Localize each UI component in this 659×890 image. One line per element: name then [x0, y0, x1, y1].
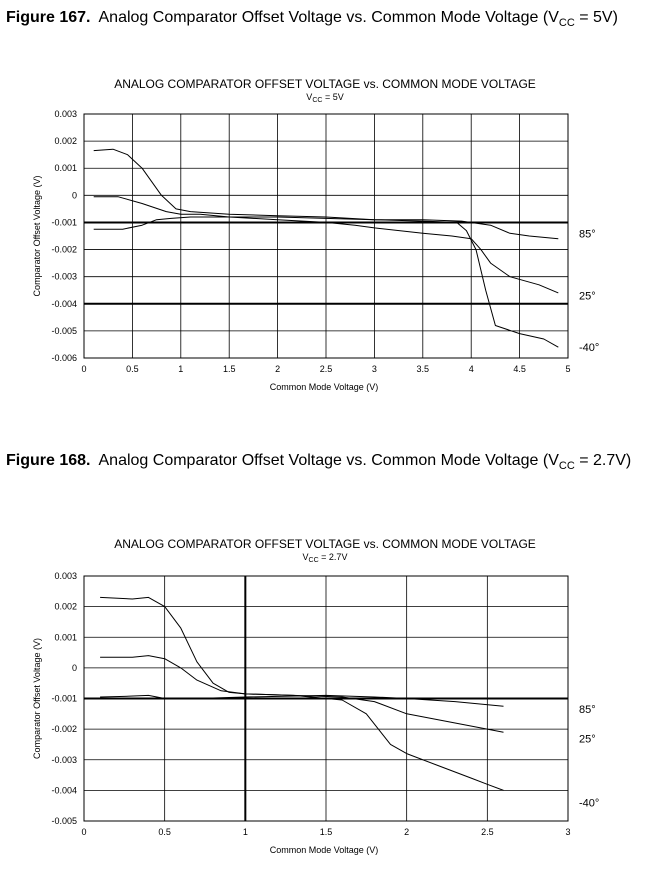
y-tick-label: -0.001 [51, 694, 77, 704]
chart-title: ANALOG COMPARATOR OFFSET VOLTAGE vs. COM… [114, 537, 536, 551]
y-tick-label: 0.002 [54, 602, 77, 612]
y-tick-label: -0.002 [51, 724, 77, 734]
caption-text: Analog Comparator Offset Voltage vs. Com… [98, 9, 559, 26]
subtitle-subscript: CC [312, 97, 322, 104]
figure-168-caption: Figure 168. Analog Comparator Offset Vol… [6, 451, 656, 476]
y-tick-label: 0.003 [54, 571, 77, 581]
series-label: 25° [579, 733, 596, 745]
y-axis-label: Comparator Offset Voltage (V) [32, 638, 42, 759]
x-tick-label: 1 [243, 827, 248, 837]
x-tick-label: 1.5 [320, 827, 333, 837]
figure-167-caption: Figure 167. Analog Comparator Offset Vol… [6, 8, 656, 33]
y-tick-label: 0.001 [54, 632, 77, 642]
chart-subtitle: VCC = 2.7V [303, 552, 348, 564]
subtitle-part: V [306, 92, 312, 102]
y-tick-label: -0.003 [51, 755, 77, 765]
chart-vcc-2-7v: ANALOG COMPARATOR OFFSET VOLTAGE vs. COM… [32, 537, 599, 855]
y-axis-label: Comparator Offset Voltage (V) [32, 176, 42, 297]
x-tick-label: 5 [565, 364, 570, 374]
x-tick-label: 0 [81, 364, 86, 374]
caption-text: Analog Comparator Offset Voltage vs. Com… [98, 452, 559, 469]
x-axis-label: Common Mode Voltage (V) [270, 845, 379, 855]
caption-subscript: CC [558, 460, 575, 473]
x-tick-label: 3 [372, 364, 377, 374]
series-line-25 [93, 196, 559, 294]
series-label: 25° [579, 291, 596, 303]
series-label: 85° [579, 704, 596, 716]
caption-text-end: = 5V) [574, 9, 618, 26]
series-label: -40° [579, 342, 599, 354]
subtitle-part: V [303, 552, 309, 562]
chart-subtitle: VCC = 5V [306, 92, 343, 104]
series-line-85 [93, 216, 559, 240]
x-tick-label: 0 [81, 827, 86, 837]
series-line-minus-40 [100, 596, 504, 791]
chart-title: ANALOG COMPARATOR OFFSET VOLTAGE vs. COM… [114, 77, 536, 91]
chart-vcc-5v: ANALOG COMPARATOR OFFSET VOLTAGE vs. COM… [32, 77, 599, 392]
series-label: -40° [579, 798, 599, 810]
y-tick-label: -0.004 [51, 299, 77, 309]
y-tick-label: -0.002 [51, 245, 77, 255]
x-tick-label: 3.5 [417, 364, 430, 374]
y-tick-label: 0 [72, 190, 77, 200]
subtitle-subscript: CC [309, 557, 319, 564]
figure-number: Figure 167. [6, 9, 91, 26]
y-tick-label: 0.001 [54, 163, 77, 173]
x-tick-label: 0.5 [158, 827, 171, 837]
y-tick-label: -0.005 [51, 326, 77, 336]
y-tick-label: -0.003 [51, 272, 77, 282]
subtitle-part-end: = 5V [322, 92, 343, 102]
caption-subscript: CC [558, 17, 575, 30]
x-tick-label: 4.5 [513, 364, 526, 374]
x-axis-label: Common Mode Voltage (V) [270, 382, 379, 392]
y-tick-label: -0.001 [51, 217, 77, 227]
y-tick-label: 0.003 [54, 109, 77, 119]
x-tick-label: 1.5 [223, 364, 236, 374]
series-line-minus-40 [93, 148, 559, 348]
x-tick-label: 2.5 [320, 364, 333, 374]
y-tick-label: 0.002 [54, 136, 77, 146]
y-tick-label: 0 [72, 663, 77, 673]
figure-number: Figure 168. [6, 452, 91, 469]
y-tick-label: -0.004 [51, 785, 77, 795]
x-tick-label: 3 [565, 827, 570, 837]
series-label: 85° [579, 228, 596, 240]
subtitle-part-end: = 2.7V [319, 552, 348, 562]
series-line-85 [100, 694, 504, 707]
x-tick-label: 4 [469, 364, 474, 374]
y-tick-label: -0.006 [51, 353, 77, 363]
x-tick-label: 2 [404, 827, 409, 837]
caption-text-end: = 2.7V) [574, 452, 632, 469]
y-tick-label: -0.005 [51, 816, 77, 826]
x-tick-label: 0.5 [126, 364, 139, 374]
x-tick-label: 2 [275, 364, 280, 374]
x-tick-label: 2.5 [481, 827, 494, 837]
x-tick-label: 1 [178, 364, 183, 374]
